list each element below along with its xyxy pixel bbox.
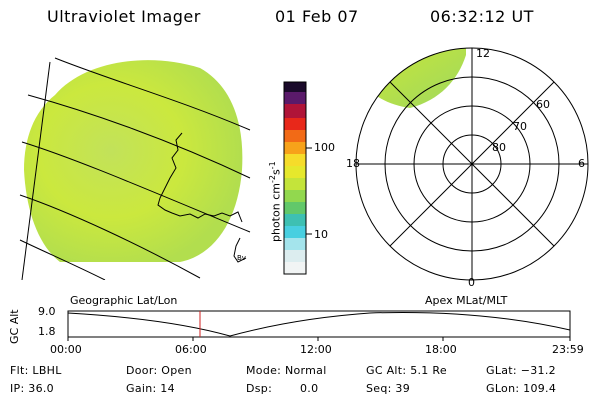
coast-fragment-mark: Bv [237, 254, 246, 262]
ip-info: IP: 36.0 [10, 382, 54, 395]
mlt-label-6: 6 [578, 157, 585, 170]
orbit-altitude-plot [67, 310, 571, 341]
geographic-caption: Geographic Lat/Lon [70, 294, 178, 307]
door-info: Door: Open [126, 364, 192, 377]
altitude-curve [67, 311, 571, 337]
geo-grid-line [19, 239, 106, 280]
coastline [233, 237, 247, 263]
filter-info: Flt: LBHL [10, 364, 62, 377]
mlat-label-70: 70 [513, 120, 527, 133]
orbit-xtick: 23:59 [552, 343, 584, 356]
colorbar-unit-label: photon cm-2s-1 [268, 161, 283, 242]
mlat-label-80: 80 [492, 141, 506, 154]
mode-info: Mode: Normal [246, 364, 327, 377]
polar-plot [355, 47, 589, 281]
glon-info: GLon: 109.4 [486, 382, 557, 395]
mlt-label-0: 0 [468, 276, 475, 289]
seq-info: Seq: 39 [366, 382, 411, 395]
colorbar [283, 81, 312, 275]
orbit-xtick: 12:00 [300, 343, 332, 356]
mlt-label-12: 12 [476, 47, 490, 60]
orbit-xtick: 00:00 [50, 343, 82, 356]
colorbar-tick-100: 100 [314, 141, 335, 154]
auroral-region [372, 48, 466, 108]
geo-grid-line [54, 57, 251, 131]
dsp-value: 0.0 [300, 382, 319, 395]
glat-info: GLat: −31.2 [486, 364, 556, 377]
geo-grid-line [27, 94, 251, 179]
mlat-label-60: 60 [536, 98, 550, 111]
orbit-xtick: 06:00 [175, 343, 207, 356]
dsp-label: Dsp: [246, 382, 273, 395]
orbit-xtick: 18:00 [425, 343, 457, 356]
geo-grid-line [21, 61, 51, 280]
instrument-title: Ultraviolet Imager [47, 7, 201, 26]
apex-caption: Apex MLat/MLT [425, 294, 508, 307]
geo-grid-line [21, 141, 251, 233]
coastline [157, 132, 243, 223]
orbit-ylabel: GC Alt [8, 309, 21, 344]
orbit-ytick-bottom: 1.8 [38, 325, 56, 338]
gain-info: Gain: 14 [126, 382, 175, 395]
time-label: 06:32:12 UT [430, 7, 534, 26]
mlt-label-18: 18 [346, 157, 360, 170]
colorbar-tick-10: 10 [314, 228, 328, 241]
uv-image-disk [24, 60, 243, 262]
date-label: 01 Feb 07 [275, 7, 359, 26]
geo-grid-line [19, 194, 201, 279]
orbit-ytick-top: 9.0 [38, 305, 56, 318]
gc-alt-info: GC Alt: 5.1 Re [366, 364, 447, 377]
